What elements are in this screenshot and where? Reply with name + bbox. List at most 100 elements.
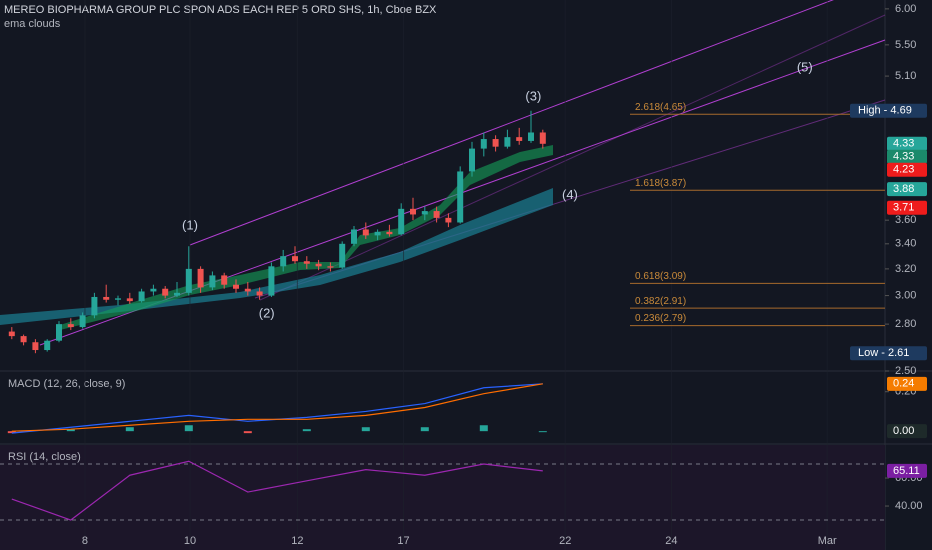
x-tick-label: 10	[184, 535, 196, 547]
candle-body	[103, 296, 110, 300]
candle-body	[56, 324, 62, 341]
wave-label: (5)	[797, 59, 813, 74]
fib-label: 0.236(2.79)	[635, 313, 686, 324]
rsi-background	[0, 445, 885, 550]
macd-title: MACD (12, 26, close, 9)	[8, 378, 125, 390]
price-tag-label: 3.88	[893, 183, 914, 195]
price-tag-label: 3.71	[893, 202, 914, 214]
price-tag	[887, 463, 927, 478]
candle-body	[504, 137, 511, 147]
histogram-bar	[302, 429, 311, 432]
candle-body	[20, 336, 27, 343]
wave-label: (2)	[259, 305, 275, 320]
candle-body	[233, 284, 239, 289]
price-tag-label: 0.00	[893, 425, 914, 437]
price-tag-label: 0.24	[893, 378, 914, 390]
channel-line	[259, 14, 886, 301]
fib-label: 2.618(4.65)	[635, 102, 686, 113]
price-tag	[887, 182, 927, 197]
candle-body	[292, 256, 298, 262]
fib-label: 0.618(3.09)	[635, 271, 686, 282]
x-tick-label: 12	[291, 535, 303, 547]
histogram-bar	[184, 425, 193, 432]
ema-cloud-slow	[0, 188, 553, 325]
x-tick-label: 17	[397, 535, 409, 547]
price-tag	[887, 162, 927, 177]
indicator-name: ema clouds	[4, 18, 61, 30]
candle-body	[374, 231, 381, 236]
candle-body	[327, 266, 334, 268]
histogram-bar	[420, 427, 429, 432]
ema-cloud-fast	[60, 145, 553, 330]
candle-body	[244, 288, 251, 292]
price-tag	[887, 424, 927, 439]
candle-body	[516, 137, 523, 141]
candle-body	[150, 288, 157, 292]
candle-body	[67, 324, 74, 328]
candle-body	[280, 256, 287, 267]
candle-body	[445, 217, 452, 223]
price-tag	[850, 346, 927, 361]
price-tag-label: 4.33	[893, 151, 914, 163]
y-tick-label: 6.00	[895, 3, 916, 15]
candle-body	[115, 298, 121, 300]
y-tick-label: 3.00	[895, 289, 916, 301]
candle-body	[209, 275, 216, 288]
price-tag-label: 4.23	[893, 164, 914, 176]
candle-body	[126, 298, 133, 302]
wave-label: (3)	[525, 88, 541, 103]
candle-body	[315, 263, 322, 267]
x-tick-label: 22	[559, 535, 571, 547]
y-tick-label: 2.80	[895, 318, 916, 330]
candle-body	[433, 211, 440, 218]
price-tag	[850, 103, 927, 118]
price-tag-label: High - 4.69	[858, 105, 912, 117]
y-tick-label: 3.20	[895, 263, 916, 275]
candle-body	[339, 243, 346, 268]
candle-body	[469, 148, 475, 172]
macd-line	[11, 383, 543, 432]
candle-body	[362, 229, 369, 236]
histogram-bar	[66, 429, 75, 432]
y-tick-label: 2.50	[895, 365, 916, 377]
histogram-bar	[538, 431, 547, 433]
candle-body	[162, 288, 169, 296]
fib-label: 1.618(3.87)	[635, 178, 686, 189]
y-tick-label: 5.10	[895, 70, 916, 82]
price-tag-label: 4.33	[893, 138, 914, 150]
x-tick-label: Mar	[818, 535, 837, 547]
candle-body	[457, 171, 464, 223]
rsi-title: RSI (14, close)	[8, 451, 81, 463]
fib-label: 0.382(2.91)	[635, 296, 686, 307]
chart-title: MEREO BIOPHARMA GROUP PLC SPON ADS EACH …	[4, 4, 437, 16]
price-tag	[887, 376, 927, 391]
candle-body	[197, 268, 204, 288]
price-tag	[887, 136, 927, 151]
price-tag	[887, 200, 927, 215]
candle-body	[410, 208, 416, 215]
wave-label: (4)	[562, 187, 578, 202]
x-tick-label: 8	[82, 535, 88, 547]
candle-body	[32, 342, 39, 351]
candle-body	[8, 331, 15, 337]
candle-body	[386, 231, 393, 235]
price-tag-label: 65.11	[893, 465, 920, 477]
histogram-bar	[7, 431, 16, 434]
price-tag	[887, 149, 927, 164]
y-tick-label: 5.50	[895, 39, 916, 51]
channel	[39, 0, 886, 346]
candle-body	[539, 132, 546, 144]
candle-body	[492, 139, 499, 147]
candle-body	[351, 229, 357, 244]
candle-body	[303, 261, 310, 264]
candle-body	[221, 275, 228, 285]
y-tick-label: 3.60	[895, 214, 916, 226]
candle-body	[256, 291, 263, 296]
rsi-line	[11, 460, 543, 521]
candle-body	[174, 292, 180, 296]
candle-body	[185, 268, 192, 293]
histogram-bar	[361, 427, 370, 432]
histogram-bar	[479, 425, 488, 432]
candle-body	[268, 266, 275, 296]
